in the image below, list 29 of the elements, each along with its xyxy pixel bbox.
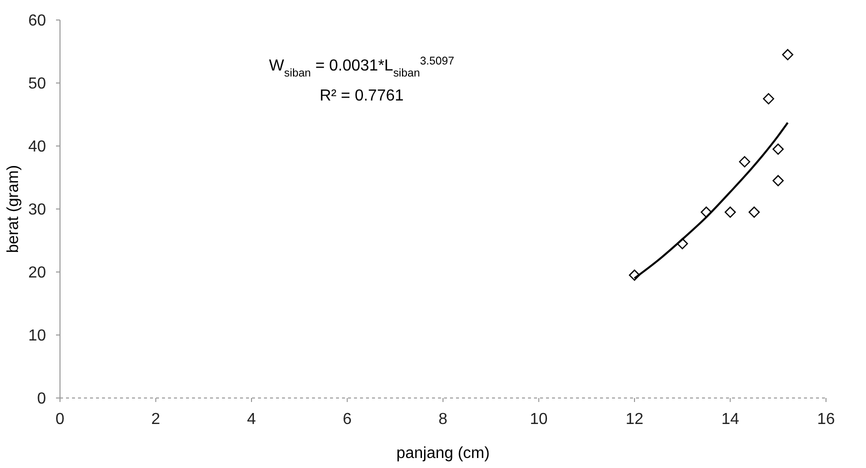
y-tick-label: 40 <box>28 138 46 156</box>
x-tick-label: 4 <box>247 411 256 428</box>
point <box>739 156 750 168</box>
y-axis-title: berat (gram) <box>5 164 22 254</box>
point <box>782 49 794 60</box>
x-tick-label: 8 <box>438 411 448 428</box>
y-tick-label: 10 <box>28 328 46 345</box>
point <box>676 238 688 250</box>
point <box>700 206 712 218</box>
point <box>762 93 774 104</box>
y-tick-label: 50 <box>28 76 46 93</box>
point <box>772 144 784 155</box>
x-tick-label: 14 <box>721 411 740 428</box>
x-tick-label: 16 <box>817 411 835 428</box>
x-tick-label: 10 <box>530 411 548 428</box>
y-tick-label: 20 <box>28 264 46 282</box>
annotation: R² = 0.7761 <box>320 87 404 104</box>
x-tick-label: 6 <box>342 411 352 428</box>
x-tick-label: 12 <box>626 411 644 428</box>
point <box>772 175 784 186</box>
point <box>628 270 640 281</box>
point <box>724 206 736 218</box>
y-tick-label: 60 <box>28 12 46 30</box>
x-tick-label: 2 <box>151 411 160 428</box>
y-tick-label: 30 <box>28 202 46 219</box>
y-tick-label: 0 <box>37 390 46 408</box>
point <box>748 206 760 218</box>
x-axis-title: panjang (cm) <box>396 445 490 462</box>
x-tick-label: 0 <box>56 411 65 428</box>
